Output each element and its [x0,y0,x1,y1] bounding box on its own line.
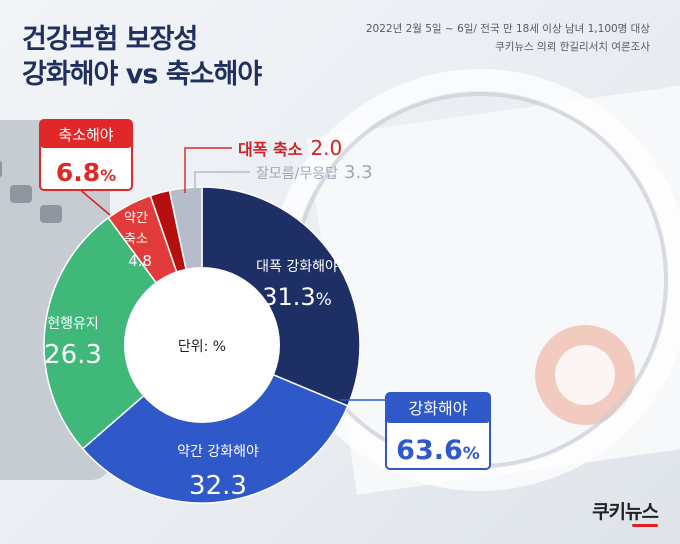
donut-hole [124,267,280,423]
label-dont-know-group: 잘모름/무응답 3.3 [256,162,373,183]
survey-source: 2022년 2월 5일 ~ 6일/ 전국 만 18세 이상 남녀 1,100명 … [366,20,650,56]
leader-line-dont-know [194,171,250,188]
unit-label: 단위: % [178,339,226,355]
expand-callout-label: 강화해야 [409,399,468,418]
label-strong-expand-value: 31.3 [262,283,315,311]
leader-line-strong-reduce [184,147,232,193]
label-slight-reduce-name2: 축소 [124,232,148,247]
expand-callout-value: 63.6 [396,435,463,466]
label-keep-name: 현행유지 [47,316,99,332]
leader-line-reduce-callout [77,187,111,216]
chart-title-line2: 강화해야 vs 축소해야 [22,59,262,90]
expand-callout-unit: % [463,444,480,464]
survey-source-line1: 2022년 2월 5일 ~ 6일/ 전국 만 18세 이상 남녀 1,100명 … [365,23,650,35]
reduce-callout-label: 축소해야 [58,126,113,144]
reduce-callout-value: 6.8 [56,158,100,187]
reduce-callout-unit: % [100,166,116,185]
reduce-callout-header [40,120,132,148]
survey-source-line2: 쿠키뉴스 의뢰 한길리서치 여론조사 [495,41,650,53]
slice-keep [43,216,204,450]
expand-callout-value-group: 63.6% [396,435,480,466]
chart-title-line1: 건강보험 보장성 [22,24,198,55]
label-slight-expand-name: 약간 강화해야 [177,444,259,460]
label-slight-expand-value: 32.3 [189,471,247,501]
label-dont-know-name: 잘모름/무응답 [256,166,338,182]
brand-logo: 쿠키뉴스 [592,497,659,527]
label-slight-reduce-name1: 약간 [124,211,148,226]
label-dont-know-value: 3.3 [344,162,373,183]
reduce-callout-value-group: 6.8% [56,158,116,187]
label-strong-reduce-value: 2.0 [310,136,342,160]
label-strong-reduce-name: 대폭 축소 [238,140,303,159]
expand-callout-header [386,393,490,423]
label-slight-reduce-value: 4.8 [128,252,152,270]
label-keep-value: 26.3 [44,340,102,370]
slice-slight-expand [81,344,349,504]
label-strong-expand-name: 대폭 강화해야 [256,259,338,275]
label-strong-expand-unit: % [316,290,332,310]
label-strong-reduce-group: 대폭 축소 2.0 [238,136,342,160]
label-strong-expand-value-group: 31.3% [262,283,332,311]
chart-title: 건강보험 보장성 강화해야 vs 축소해야 [22,22,262,92]
